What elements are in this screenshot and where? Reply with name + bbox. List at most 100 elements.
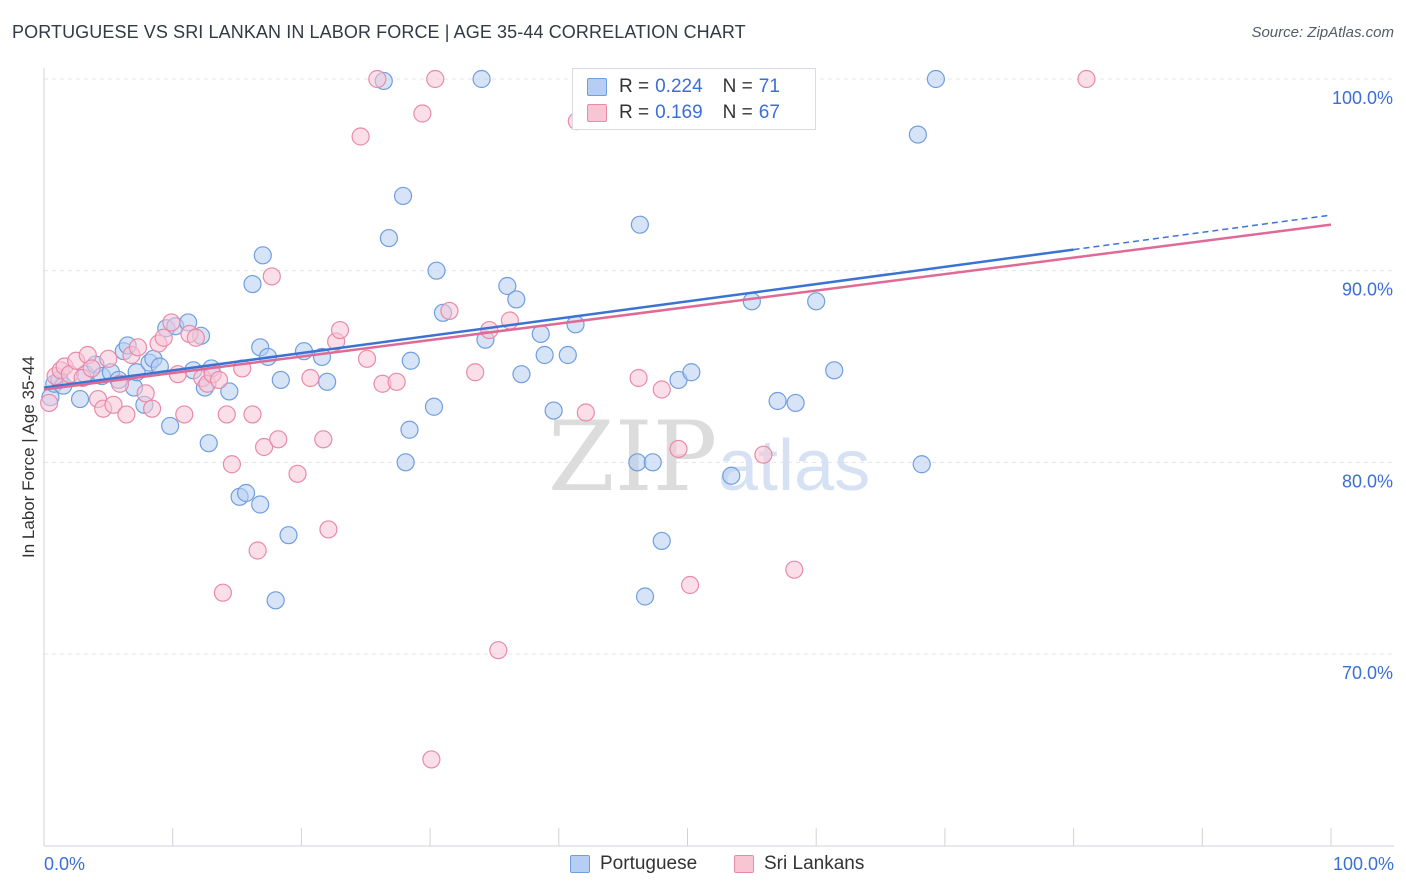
point-sri-lankans-53 (440, 301, 459, 321)
bottom-legend-label-portuguese: Portuguese (600, 853, 698, 874)
point-portuguese-73 (825, 361, 844, 380)
point-portuguese-56 (535, 345, 554, 365)
point-sri-lankans-37 (262, 267, 281, 286)
x-tick-label-min: 0.0% (44, 854, 85, 874)
point-portuguese-25 (220, 382, 239, 401)
point-sri-lankans-38 (269, 430, 288, 449)
point-sri-lankans-11 (99, 349, 118, 368)
point-sri-lankans-65 (754, 445, 773, 464)
point-sri-lankans-64 (680, 575, 700, 595)
point-portuguese-46 (401, 351, 420, 370)
point-sri-lankans-45 (351, 127, 370, 146)
point-sri-lankans-55 (480, 320, 499, 340)
legend-r-label: R = (619, 102, 650, 123)
point-sri-lankans-62 (652, 380, 671, 399)
point-portuguese-33 (253, 246, 272, 265)
point-sri-lankans-25 (186, 328, 205, 347)
point-portuguese-65 (652, 531, 671, 551)
point-sri-lankans-8 (82, 359, 101, 378)
point-sri-lankans-35 (248, 541, 267, 560)
point-sri-lankans-59 (576, 403, 595, 422)
watermark-atlas: atlas (718, 426, 870, 506)
point-portuguese-44 (396, 453, 415, 472)
point-portuguese-62 (635, 587, 655, 606)
point-portuguese-28 (251, 495, 270, 514)
point-portuguese-69 (742, 292, 761, 311)
point-portuguese-74 (908, 125, 927, 144)
point-portuguese-70 (768, 391, 787, 411)
point-portuguese-63 (630, 215, 649, 234)
legend-swatch-sri-lankans (587, 104, 607, 122)
point-portuguese-67 (682, 363, 701, 382)
point-portuguese-64 (643, 453, 662, 472)
axes (43, 68, 1394, 847)
y-axis-label: In Labor Force | Age 35-44 (19, 356, 38, 558)
point-sri-lankans-49 (387, 372, 406, 391)
y-tick-label-90: 90.0% (1342, 280, 1393, 300)
point-sri-lankans-47 (368, 69, 387, 89)
watermark: ZIP atlas (548, 401, 870, 513)
point-sri-lankans-21 (162, 313, 181, 332)
legend-n-value-sri-lankans: 67 (758, 102, 780, 123)
bottom-legend-sri-lankans: Sri Lankans (734, 852, 864, 876)
y-tick-labels: 70.0% 80.0% 90.0% 100.0% (1332, 88, 1393, 683)
point-portuguese-61 (628, 453, 647, 472)
trend-lines (43, 214, 1332, 391)
point-portuguese-45 (400, 420, 419, 439)
legend-r-value-sri-lankans: 0.169 (655, 102, 703, 123)
trend-line-extension-portuguese (1073, 214, 1332, 251)
legend-swatch-portuguese (587, 78, 607, 96)
point-portuguese-50 (472, 69, 491, 89)
point-sri-lankans-39 (288, 464, 307, 483)
legend-row-portuguese: R = 0.224 N = 71 (587, 75, 780, 99)
point-portuguese-58 (558, 345, 577, 365)
point-sri-lankans-34 (243, 405, 262, 424)
point-sri-lankans-30 (213, 583, 232, 602)
point-portuguese-54 (512, 365, 531, 384)
correlation-legend: R = 0.224 N = 71 R = 0.169 N = 67 (572, 68, 816, 130)
x-tick-marks (172, 828, 1332, 846)
y-tick-label-80: 80.0% (1342, 471, 1393, 491)
legend-r-value-portuguese: 0.224 (655, 76, 703, 97)
y-tick-label-70: 70.0% (1342, 663, 1393, 683)
point-portuguese-71 (786, 393, 805, 413)
point-sri-lankans-36 (254, 437, 274, 457)
point-portuguese-72 (807, 292, 826, 311)
point-sri-lankans-61 (629, 368, 648, 388)
point-sri-lankans-31 (217, 405, 236, 424)
point-portuguese-36 (271, 370, 290, 390)
legend-n-value-portuguese: 71 (758, 76, 780, 97)
point-sri-lankans-44 (330, 320, 350, 340)
point-portuguese-29 (266, 591, 285, 610)
trend-line-portuguese (43, 248, 1074, 389)
point-sri-lankans-29 (209, 370, 229, 390)
point-portuguese-47 (424, 397, 444, 416)
point-sri-lankans-46 (357, 349, 377, 368)
bottom-legend-portuguese: Portuguese (570, 852, 697, 876)
point-portuguese-31 (161, 416, 180, 436)
point-sri-lankans-50 (413, 104, 432, 123)
point-sri-lankans-52 (426, 69, 445, 89)
source-label: Source: ZipAtlas.com (1251, 24, 1394, 41)
chart-title: PORTUGUESE VS SRI LANKAN IN LABOR FORCE … (12, 22, 746, 42)
point-sri-lankans-54 (466, 363, 485, 382)
point-sri-lankans-16 (128, 338, 148, 357)
point-sri-lankans-0 (40, 393, 59, 413)
point-portuguese-4 (70, 389, 90, 409)
point-sri-lankans-41 (314, 430, 333, 449)
point-portuguese-48 (427, 261, 446, 280)
point-portuguese-37 (279, 526, 298, 545)
point-sri-lankans-14 (117, 405, 136, 424)
point-sri-lankans-20 (154, 328, 173, 347)
point-sri-lankans-23 (175, 405, 194, 424)
legend-n-label: N = (722, 76, 753, 97)
point-portuguese-76 (926, 69, 945, 89)
legend-n-label: N = (722, 102, 753, 123)
point-sri-lankans-18 (143, 399, 162, 418)
point-sri-lankans-66 (785, 560, 804, 579)
point-portuguese-32 (243, 274, 262, 294)
point-portuguese-68 (722, 466, 741, 485)
point-portuguese-30 (199, 434, 218, 453)
point-portuguese-53 (507, 290, 526, 309)
